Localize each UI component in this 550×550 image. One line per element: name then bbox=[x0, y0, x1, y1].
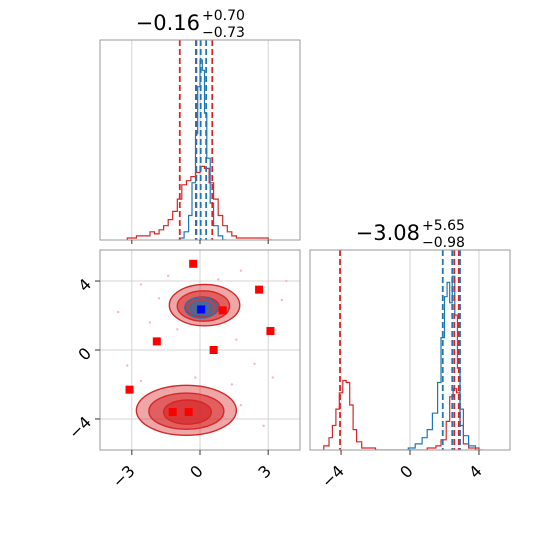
scatter-point-2 bbox=[239, 269, 243, 272]
joint-panel bbox=[99, 249, 301, 451]
scatter-point-4 bbox=[148, 321, 152, 324]
marginal-panel-1: −0.16 +0.70 −0.73 bbox=[99, 8, 301, 241]
scatter-point-13 bbox=[157, 297, 161, 300]
scatter-point-15 bbox=[116, 310, 120, 314]
scatter-ytick-label-2: 4 bbox=[74, 275, 95, 296]
scatter-xtick-label-1: 0 bbox=[186, 461, 207, 482]
scatter-point-11 bbox=[230, 383, 234, 386]
scatter-point-9 bbox=[139, 379, 143, 383]
scatter-point-16 bbox=[285, 279, 288, 283]
scatter-point-3 bbox=[280, 298, 284, 302]
param2-title-plus: +5.65 bbox=[422, 218, 465, 234]
red-marker-3 bbox=[152, 337, 161, 346]
param1-title-median: −0.16 bbox=[136, 11, 200, 35]
hist1-red-series bbox=[126, 165, 273, 240]
red-marker-2 bbox=[266, 327, 275, 336]
scatter-point-7 bbox=[253, 362, 256, 365]
scatter-point-12 bbox=[271, 376, 274, 379]
scatter-point-6 bbox=[235, 338, 238, 341]
scatter-point-1 bbox=[166, 274, 170, 278]
scatter-point-17 bbox=[239, 403, 243, 407]
scatter-ytick-label-1: 0 bbox=[74, 344, 95, 365]
red-marker-1 bbox=[255, 285, 264, 294]
red-marker-5 bbox=[218, 306, 227, 315]
hist2-xtick-label-1: 0 bbox=[396, 461, 417, 482]
scatter-point-19 bbox=[262, 424, 265, 428]
scatter-point-14 bbox=[216, 278, 220, 281]
marginal-panel-2: −3.08 +5.65 −0.98 bbox=[309, 218, 511, 451]
red-marker-4 bbox=[209, 346, 218, 354]
blue-marker bbox=[197, 305, 206, 314]
joint-plot bbox=[116, 259, 288, 437]
hist2-blue-series bbox=[407, 275, 480, 450]
scatter-xtick-label-0: −3 bbox=[109, 461, 139, 491]
hist2-xtick-label-0: −4 bbox=[318, 461, 348, 491]
scatter-point-0 bbox=[139, 283, 143, 286]
red-marker-6 bbox=[125, 385, 134, 394]
grid-hist2 bbox=[340, 250, 480, 450]
hist1-plot bbox=[126, 40, 273, 240]
param2-title-median: −3.08 bbox=[356, 221, 420, 245]
hist2-plot bbox=[323, 250, 483, 450]
param1-title-plus: +0.70 bbox=[202, 8, 245, 24]
scatter-xtick-label-2: 3 bbox=[254, 461, 275, 482]
scatter-point-10 bbox=[194, 376, 197, 379]
hist2-xtick-label-2: 4 bbox=[465, 461, 486, 482]
red-marker-8 bbox=[184, 408, 193, 417]
scatter-point-5 bbox=[176, 328, 179, 331]
hist1-blue-series bbox=[178, 59, 227, 240]
scatter-point-8 bbox=[126, 364, 129, 367]
scatter-ytick-label-0: −4 bbox=[65, 413, 95, 443]
param1-title-minus: −0.73 bbox=[202, 25, 245, 41]
red-marker-7 bbox=[168, 408, 177, 417]
param2-title-minus: −0.98 bbox=[422, 235, 465, 251]
red-marker-0 bbox=[189, 259, 198, 268]
